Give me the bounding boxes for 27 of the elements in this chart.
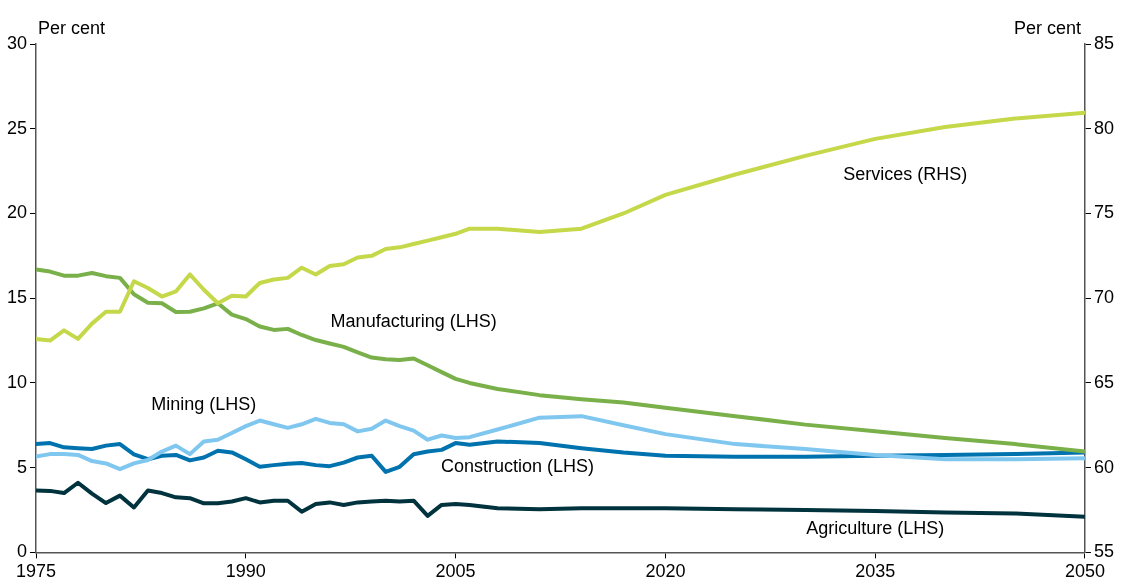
y2-tick-label: 80 (1093, 117, 1115, 138)
y-tick-label: 5 (17, 456, 28, 477)
x-tick-label: 2035 (855, 561, 896, 582)
y-tick-label: 25 (6, 117, 28, 138)
series-label: Mining (LHS) (151, 394, 257, 415)
series-label: Manufacturing (LHS) (330, 311, 497, 332)
x-tick-label: 2020 (645, 561, 686, 582)
y-tick-label: 30 (6, 32, 28, 53)
y2-tick-label: 65 (1093, 371, 1115, 392)
y-tick-label: 10 (6, 371, 28, 392)
y-tick-label: 0 (17, 541, 28, 562)
x-tick-label: 2050 (1064, 561, 1105, 582)
y2-tick-label: 60 (1093, 456, 1115, 477)
y-tick-label: 20 (6, 202, 28, 223)
series-label: Construction (LHS) (441, 456, 595, 477)
series-label: Services (RHS) (843, 163, 968, 184)
x-tick-label: 2005 (435, 561, 476, 582)
x-tick-label: 1975 (16, 561, 57, 582)
y2-tick-label: 85 (1093, 32, 1115, 53)
y2-tick-label: 75 (1093, 202, 1115, 223)
x-tick-label: 1990 (225, 561, 266, 582)
y2-axis-title: Per cent (1013, 18, 1081, 38)
y2-tick-label: 70 (1093, 287, 1115, 308)
y-tick-label: 15 (6, 287, 28, 308)
series-label: Agriculture (LHS) (806, 517, 945, 538)
y2-tick-label: 55 (1093, 541, 1115, 562)
y-axis-title: Per cent (38, 18, 106, 38)
